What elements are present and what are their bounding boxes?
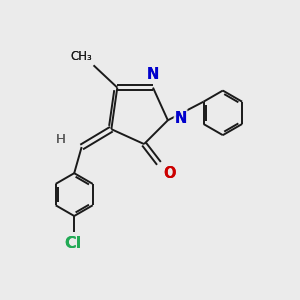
- Text: Cl: Cl: [64, 236, 81, 251]
- Text: Cl: Cl: [64, 236, 81, 251]
- Text: CH₃: CH₃: [70, 50, 92, 63]
- Text: N: N: [174, 111, 187, 126]
- Text: H: H: [56, 133, 65, 146]
- Text: O: O: [164, 166, 176, 181]
- Text: O: O: [164, 166, 176, 181]
- Text: N: N: [147, 67, 159, 82]
- Text: N: N: [153, 67, 165, 82]
- Text: O: O: [164, 166, 176, 181]
- Text: H: H: [56, 133, 65, 146]
- Text: N: N: [174, 111, 187, 126]
- Text: N: N: [174, 104, 187, 119]
- Text: CH₃: CH₃: [70, 50, 92, 63]
- Text: N: N: [147, 67, 159, 82]
